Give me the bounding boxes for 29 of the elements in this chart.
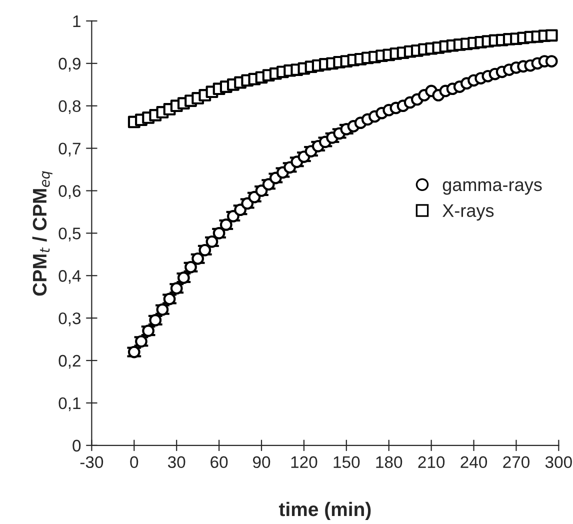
x-tick-label: 240 — [460, 456, 488, 468]
y-tick-label: 0,9 — [58, 58, 80, 72]
x-tick-label: 120 — [291, 456, 318, 468]
y-tick-label: 0,4 — [58, 270, 81, 284]
y-axis-title: CPM$_{t}$ / CPM$_{eq}$ — [32, 171, 52, 296]
y-tick-label: 0,8 — [58, 100, 81, 114]
y-tick-label: 1 — [73, 16, 80, 27]
point — [545, 29, 558, 42]
y-tick-label: 0,3 — [58, 312, 81, 326]
y-tick-label: 0,5 — [58, 228, 81, 242]
legend-label: gamma-rays — [442, 181, 542, 195]
y-tick-label: 0,1 — [58, 397, 80, 412]
x-tick-label: 150 — [334, 456, 360, 468]
x-tick-label: 180 — [376, 456, 402, 468]
y-tick-label: 0,6 — [58, 185, 81, 199]
x-tick-label: 0 — [130, 456, 138, 468]
x-tick-label: 90 — [253, 456, 270, 468]
legend-label: X-rays — [442, 204, 494, 221]
x-tick-label: 60 — [210, 456, 228, 468]
x-tick-label: -30 — [80, 456, 104, 468]
x-tick-label: 300 — [545, 456, 572, 468]
x-tick-label: 270 — [503, 456, 530, 468]
y-tick-label: 0 — [72, 440, 81, 452]
x-tick-label: 210 — [418, 456, 445, 468]
point — [545, 55, 558, 68]
y-tick-label: 0,7 — [58, 142, 80, 156]
y-tick-label: 0,2 — [58, 354, 80, 369]
x-tick-label: 30 — [168, 456, 186, 468]
x-axis-title: time (min) — [278, 502, 371, 520]
